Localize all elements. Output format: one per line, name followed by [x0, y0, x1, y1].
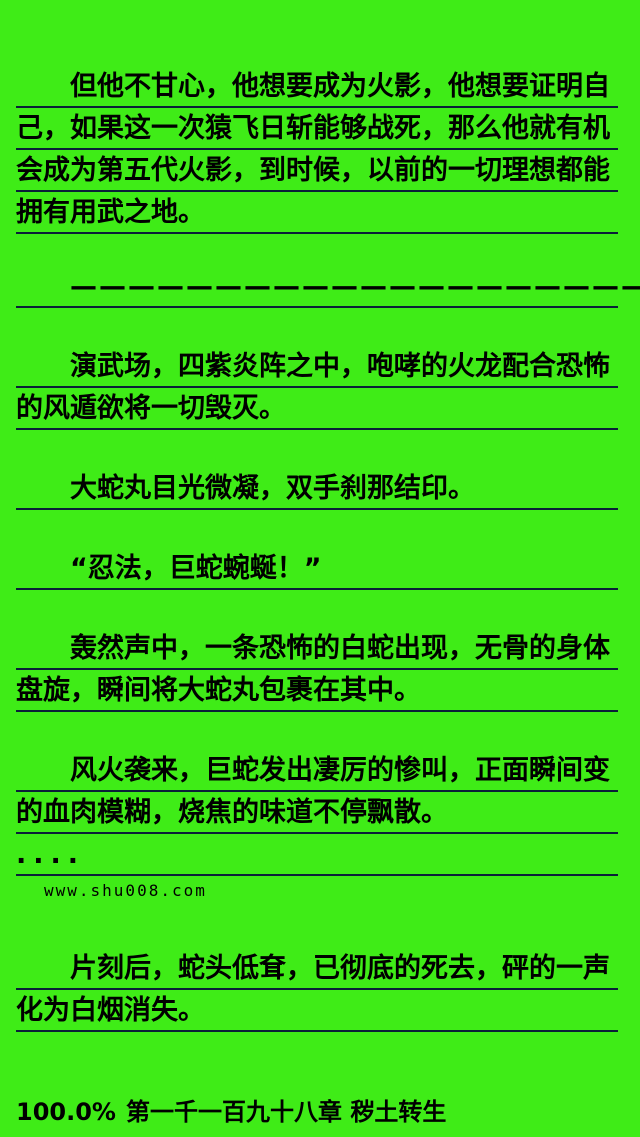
- chapter-title: 第一千一百九十八章 秽土转生: [125, 1098, 447, 1126]
- paragraph: 片刻后，蛇头低耷，已彻底的死去，砰的一声化为白烟消失。: [16, 948, 618, 1032]
- separator-line: ——————————————————————————: [16, 266, 640, 308]
- paragraph: 但他不甘心，他想要成为火影，他想要证明自己，如果这一次猿飞日斩能够战死，那么他就…: [16, 66, 618, 234]
- site-watermark: www.shu008.com: [44, 881, 207, 900]
- reader-footer: 100.0% 第一千一百九十八章 秽土转生: [16, 1096, 618, 1128]
- paragraph: 大蛇丸目光微凝，双手刹那结印。: [16, 468, 618, 510]
- paragraph: 轰然声中，一条恐怖的白蛇出现，无骨的身体盘旋，瞬间将大蛇丸包裹在其中。: [16, 628, 618, 712]
- paragraph: 风火袭来，巨蛇发出凄厉的惨叫，正面瞬间变的血肉模糊，烧焦的味道不停飘散。: [16, 750, 618, 834]
- progress-percent: 100.0%: [16, 1098, 116, 1126]
- reader-content: 但他不甘心，他想要成为火影，他想要证明自己，如果这一次猿飞日斩能够战死，那么他就…: [16, 66, 640, 1032]
- ellipsis-line: ....: [16, 834, 618, 876]
- paragraph: “忍法，巨蛇蜿蜒！”: [16, 548, 618, 590]
- paragraph: 演武场，四紫炎阵之中，咆哮的火龙配合恐怖的风遁欲将一切毁灭。: [16, 346, 618, 430]
